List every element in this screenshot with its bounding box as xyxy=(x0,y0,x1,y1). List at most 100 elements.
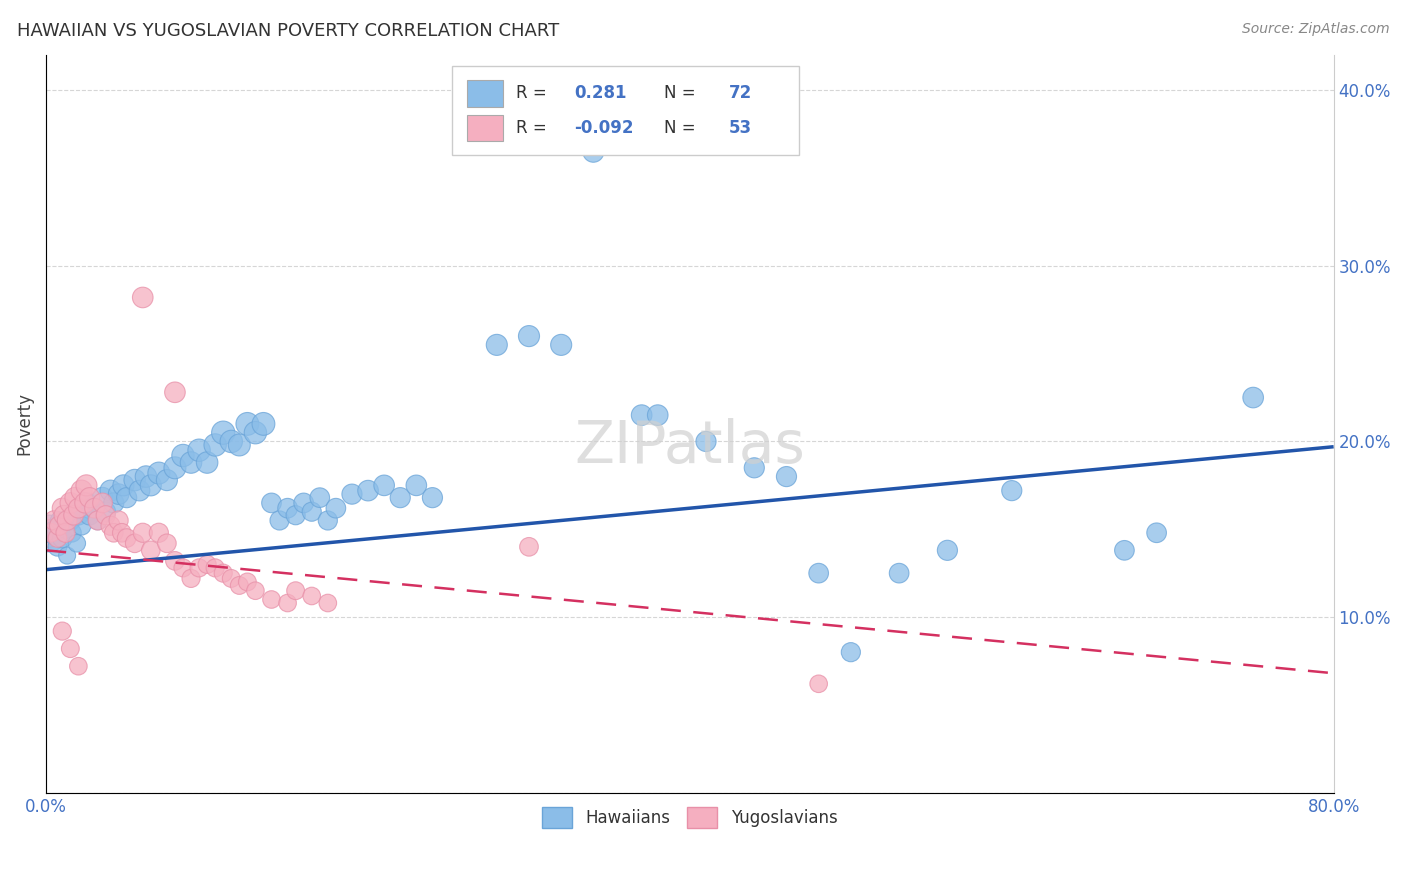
Point xyxy=(75,478,97,492)
Point xyxy=(163,554,186,568)
Point xyxy=(124,473,146,487)
Text: N =: N = xyxy=(664,119,702,137)
FancyBboxPatch shape xyxy=(467,114,503,142)
Point xyxy=(37,525,59,540)
Point xyxy=(86,513,108,527)
Point xyxy=(245,583,267,598)
Point xyxy=(55,525,77,540)
Point xyxy=(742,460,765,475)
Point xyxy=(277,501,299,516)
Point xyxy=(188,561,211,575)
Point xyxy=(517,329,540,343)
Point xyxy=(284,583,307,598)
Point xyxy=(135,469,157,483)
Point xyxy=(316,596,339,610)
Point xyxy=(51,624,73,639)
Point xyxy=(46,531,69,545)
Point xyxy=(405,478,427,492)
Point xyxy=(148,525,170,540)
Text: -0.092: -0.092 xyxy=(574,119,634,137)
Point xyxy=(936,543,959,558)
Point xyxy=(39,525,62,540)
Point xyxy=(188,443,211,458)
Text: R =: R = xyxy=(516,119,553,137)
Point xyxy=(277,596,299,610)
Point xyxy=(111,525,134,540)
Point xyxy=(107,487,129,501)
Point xyxy=(139,543,162,558)
Point xyxy=(44,513,66,527)
Point xyxy=(236,417,259,431)
Point xyxy=(807,566,830,581)
Text: 72: 72 xyxy=(728,85,752,103)
Text: 0.281: 0.281 xyxy=(574,85,627,103)
Point xyxy=(357,483,380,498)
Point xyxy=(48,518,70,533)
Point xyxy=(139,478,162,492)
Point xyxy=(163,460,186,475)
Point xyxy=(73,496,96,510)
Point xyxy=(156,473,179,487)
Legend: Hawaiians, Yugoslavians: Hawaiians, Yugoslavians xyxy=(534,799,846,836)
Text: 53: 53 xyxy=(728,119,752,137)
Point xyxy=(38,525,60,540)
Point xyxy=(325,501,347,516)
Point xyxy=(389,491,412,505)
Point xyxy=(630,408,652,422)
Point xyxy=(148,466,170,480)
Point xyxy=(83,501,105,516)
Point xyxy=(775,469,797,483)
Point xyxy=(340,487,363,501)
Point xyxy=(59,496,82,510)
Point xyxy=(807,677,830,691)
Text: ZIPatlas: ZIPatlas xyxy=(575,417,806,475)
Point xyxy=(260,496,283,510)
Point xyxy=(79,508,101,523)
Point xyxy=(228,578,250,592)
Point xyxy=(94,508,117,523)
Point xyxy=(219,434,242,449)
Point xyxy=(48,513,70,527)
Point xyxy=(316,513,339,527)
Point xyxy=(839,645,862,659)
Point xyxy=(44,525,66,540)
Point xyxy=(308,491,330,505)
Point xyxy=(269,513,291,527)
Point xyxy=(195,456,218,470)
Point xyxy=(103,496,125,510)
Point xyxy=(67,508,90,523)
Point xyxy=(195,558,218,572)
Point xyxy=(63,491,86,505)
Point xyxy=(260,592,283,607)
Point xyxy=(245,425,267,440)
Point xyxy=(79,491,101,505)
Point xyxy=(115,531,138,545)
Point xyxy=(67,659,90,673)
Point xyxy=(103,525,125,540)
Point xyxy=(83,501,105,516)
Point xyxy=(55,522,77,536)
Point xyxy=(1241,391,1264,405)
Point xyxy=(172,561,194,575)
Point xyxy=(128,483,150,498)
Point xyxy=(115,491,138,505)
Point xyxy=(70,483,93,498)
Point xyxy=(100,483,122,498)
Point xyxy=(887,566,910,581)
Point xyxy=(485,338,508,352)
Point xyxy=(172,449,194,463)
Point xyxy=(94,505,117,519)
Point xyxy=(52,508,75,523)
Point xyxy=(647,408,669,422)
Text: Source: ZipAtlas.com: Source: ZipAtlas.com xyxy=(1241,22,1389,37)
Point xyxy=(75,496,97,510)
Point xyxy=(212,566,235,581)
Point xyxy=(86,513,108,527)
Point xyxy=(100,518,122,533)
Point xyxy=(228,438,250,452)
Point xyxy=(252,417,274,431)
Point xyxy=(59,641,82,656)
Point xyxy=(91,496,114,510)
Point xyxy=(91,491,114,505)
Point xyxy=(107,513,129,527)
